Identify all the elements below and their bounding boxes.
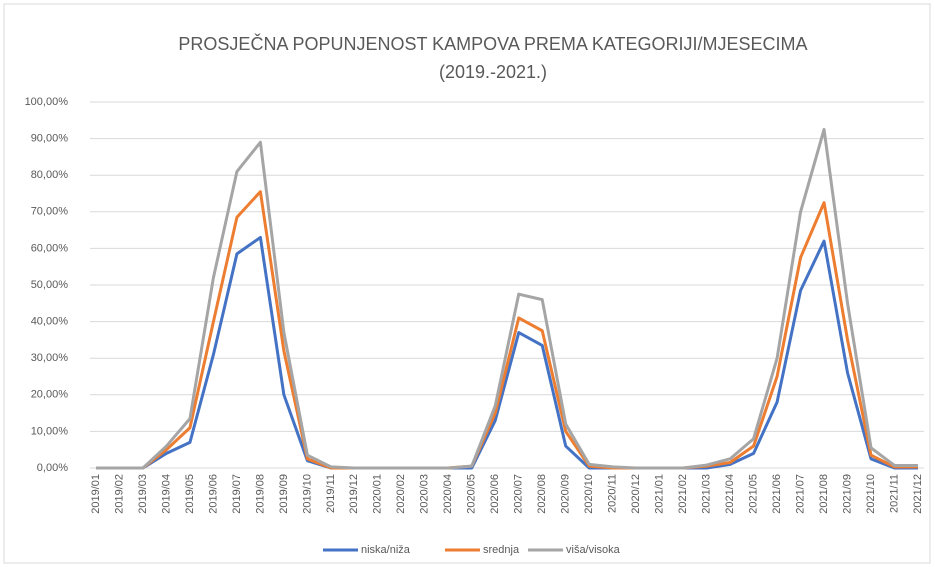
x-tick-label: 2021/10	[865, 474, 877, 514]
y-tick-label: 0,00%	[37, 462, 68, 474]
x-tick-label: 2019/04	[160, 474, 172, 514]
y-tick-label: 30,00%	[31, 352, 69, 364]
x-tick-label: 2021/11	[888, 474, 900, 513]
x-tick-label: 2020/03	[419, 474, 431, 514]
x-tick-label: 2019/03	[137, 474, 149, 514]
x-tick-label: 2020/12	[630, 474, 642, 514]
x-tick-label: 2019/02	[113, 474, 125, 514]
x-tick-label: 2020/06	[489, 474, 501, 514]
x-tick-label: 2020/04	[442, 474, 454, 514]
series-line	[96, 190, 918, 470]
y-tick-label: 50,00%	[31, 279, 69, 291]
series-line	[96, 127, 918, 470]
y-tick-label: 40,00%	[31, 316, 69, 328]
chart-frame	[3, 3, 931, 564]
y-tick-label: 20,00%	[31, 389, 69, 401]
x-tick-label: 2019/10	[301, 474, 313, 514]
x-tick-label: 2021/07	[794, 474, 806, 514]
x-tick-label: 2021/03	[701, 474, 713, 514]
x-tick-label: 2019/05	[184, 474, 196, 514]
legend-label: niska/niža	[361, 544, 411, 556]
chart-title: PROSJEČNA POPUNJENOST KAMPOVA PREMA KATE…	[178, 33, 807, 54]
x-tick-label: 2019/07	[231, 474, 243, 514]
x-tick-label: 2021/02	[677, 474, 689, 514]
series-line	[96, 235, 918, 470]
x-tick-label: 2019/08	[254, 474, 266, 514]
y-tick-label: 90,00%	[31, 133, 69, 145]
x-tick-label: 2020/08	[536, 474, 548, 514]
x-tick-label: 2019/09	[278, 474, 290, 514]
x-tick-label: 2020/11	[607, 474, 619, 513]
x-tick-label: 2021/12	[912, 474, 924, 514]
x-tick-label: 2021/01	[654, 474, 666, 514]
x-tick-label: 2021/09	[841, 474, 853, 514]
y-tick-label: 10,00%	[31, 425, 69, 437]
x-tick-label: 2020/02	[395, 474, 407, 514]
x-tick-label: 2019/11	[325, 474, 337, 513]
x-tick-label: 2021/08	[818, 474, 830, 514]
legend-label: viša/visoka	[566, 544, 621, 556]
x-tick-label: 2021/06	[771, 474, 783, 514]
x-tick-label: 2019/12	[348, 474, 360, 514]
x-tick-label: 2020/07	[513, 474, 525, 514]
chart-subtitle: (2019.-2021.)	[439, 62, 547, 82]
x-tick-label: 2021/05	[748, 474, 760, 514]
x-tick-label: 2020/09	[560, 474, 572, 514]
legend-label: srednja	[483, 544, 520, 556]
x-tick-label: 2019/01	[90, 474, 102, 514]
x-tick-label: 2020/05	[466, 474, 478, 514]
x-tick-label: 2021/04	[724, 474, 736, 514]
x-tick-label: 2020/10	[583, 474, 595, 514]
y-tick-label: 60,00%	[31, 242, 69, 254]
y-tick-label: 70,00%	[31, 206, 69, 218]
x-tick-label: 2019/06	[207, 474, 219, 514]
y-tick-label: 100,00%	[25, 96, 69, 108]
y-tick-label: 80,00%	[31, 169, 69, 181]
x-tick-label: 2020/01	[372, 474, 384, 514]
